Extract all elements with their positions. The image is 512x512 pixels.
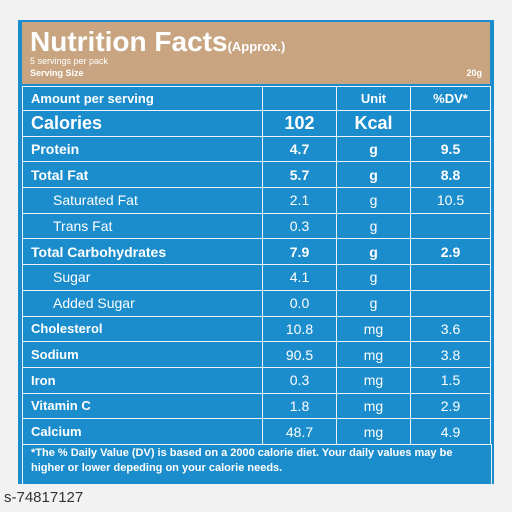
unit: mg: [336, 392, 411, 420]
nutrient-row: Total Fat 5.7 g 8.8: [22, 161, 491, 189]
daily-value: 8.8: [410, 161, 491, 189]
nutrient-name: Saturated Fat: [22, 187, 263, 214]
nutrient-name: Sodium: [22, 341, 263, 368]
nutrient-name: Total Fat: [22, 161, 263, 189]
servings: 5 servings per pack: [30, 56, 109, 66]
amount: 102: [262, 110, 337, 137]
column-header: %DV*: [410, 86, 491, 111]
amount: 0.3: [262, 366, 337, 394]
nutrient-name: Calories: [22, 110, 263, 137]
amount: 7.9: [262, 238, 337, 266]
column-header: Amount per serving: [22, 86, 263, 111]
nutrient-name: Iron: [22, 366, 263, 394]
unit: g: [336, 212, 411, 240]
daily-value: [410, 212, 491, 240]
amount: 0.0: [262, 289, 337, 317]
nutrient-row: Calcium 48.7 mg 4.9: [22, 418, 491, 445]
unit: g: [336, 238, 411, 266]
amount: 1.8: [262, 392, 337, 420]
header-row: Amount per serving Unit %DV*: [22, 86, 491, 111]
daily-value: 9.5: [410, 135, 491, 163]
serving-size-label: Serving Size: [30, 68, 84, 78]
nutrition-table: Amount per serving Unit %DV* Calories 102 Kca…: [22, 86, 491, 445]
footnote: *The % Daily Value (DV) is based on a 20…: [22, 444, 492, 487]
daily-value: 3.6: [410, 315, 491, 343]
nutrient-row: Sodium 90.5 mg 3.8: [22, 341, 491, 368]
nutrient-row: Cholesterol 10.8 mg 3.6: [22, 315, 491, 343]
title: Nutrition Facts(Approx.): [30, 26, 285, 58]
nutrient-row: Iron 0.3 mg 1.5: [22, 366, 491, 394]
daily-value: 4.9: [410, 418, 491, 445]
amount: 48.7: [262, 418, 337, 445]
daily-value: 2.9: [410, 238, 491, 266]
nutrient-name: Total Carbohydrates: [22, 238, 263, 266]
column-header: Unit: [336, 86, 411, 111]
unit: g: [336, 135, 411, 163]
nutrient-name: Cholesterol: [22, 315, 263, 343]
nutrient-name: Trans Fat: [22, 212, 263, 240]
amount: 2.1: [262, 187, 337, 214]
nutrient-row: Saturated Fat 2.1 g 10.5: [22, 187, 491, 214]
unit: mg: [336, 418, 411, 445]
serving-size: 20g: [466, 68, 482, 78]
unit: mg: [336, 366, 411, 394]
nutrient-name: Protein: [22, 135, 263, 163]
title-text: Nutrition Facts: [30, 26, 228, 57]
daily-value: [410, 264, 491, 291]
unit: g: [336, 161, 411, 189]
amount: 5.7: [262, 161, 337, 189]
daily-value: [410, 289, 491, 317]
nutrient-name: Calcium: [22, 418, 263, 445]
column-header: [262, 86, 337, 111]
nutrition-panel: Nutrition Facts(Approx.) 5 servings per …: [18, 20, 494, 487]
nutrient-row: Calories 102 Kcal: [22, 110, 491, 137]
daily-value: 10.5: [410, 187, 491, 214]
daily-value: 3.8: [410, 341, 491, 368]
unit: mg: [336, 341, 411, 368]
amount: 4.7: [262, 135, 337, 163]
nutrient-name: Vitamin C: [22, 392, 263, 420]
unit: Kcal: [336, 110, 411, 137]
nutrient-row: Vitamin C 1.8 mg 2.9: [22, 392, 491, 420]
daily-value: 1.5: [410, 366, 491, 394]
unit: mg: [336, 315, 411, 343]
nutrient-name: Added Sugar: [22, 289, 263, 317]
amount: 90.5: [262, 341, 337, 368]
title-note: (Approx.): [227, 39, 286, 54]
unit: g: [336, 264, 411, 291]
amount: 0.3: [262, 212, 337, 240]
nutrient-name: Sugar: [22, 264, 263, 291]
nutrient-row: Sugar 4.1 g: [22, 264, 491, 291]
daily-value: 2.9: [410, 392, 491, 420]
nutrient-row: Protein 4.7 g 9.5: [22, 135, 491, 163]
nutrient-row: Added Sugar 0.0 g: [22, 289, 491, 317]
daily-value: [410, 110, 491, 137]
unit: g: [336, 187, 411, 214]
nutrient-row: Total Carbohydrates 7.9 g 2.9: [22, 238, 491, 266]
amount: 4.1: [262, 264, 337, 291]
unit: g: [336, 289, 411, 317]
watermark: s-74817127: [4, 489, 84, 506]
header: Nutrition Facts(Approx.) 5 servings per …: [22, 22, 490, 84]
nutrient-row: Trans Fat 0.3 g: [22, 212, 491, 240]
amount: 10.8: [262, 315, 337, 343]
